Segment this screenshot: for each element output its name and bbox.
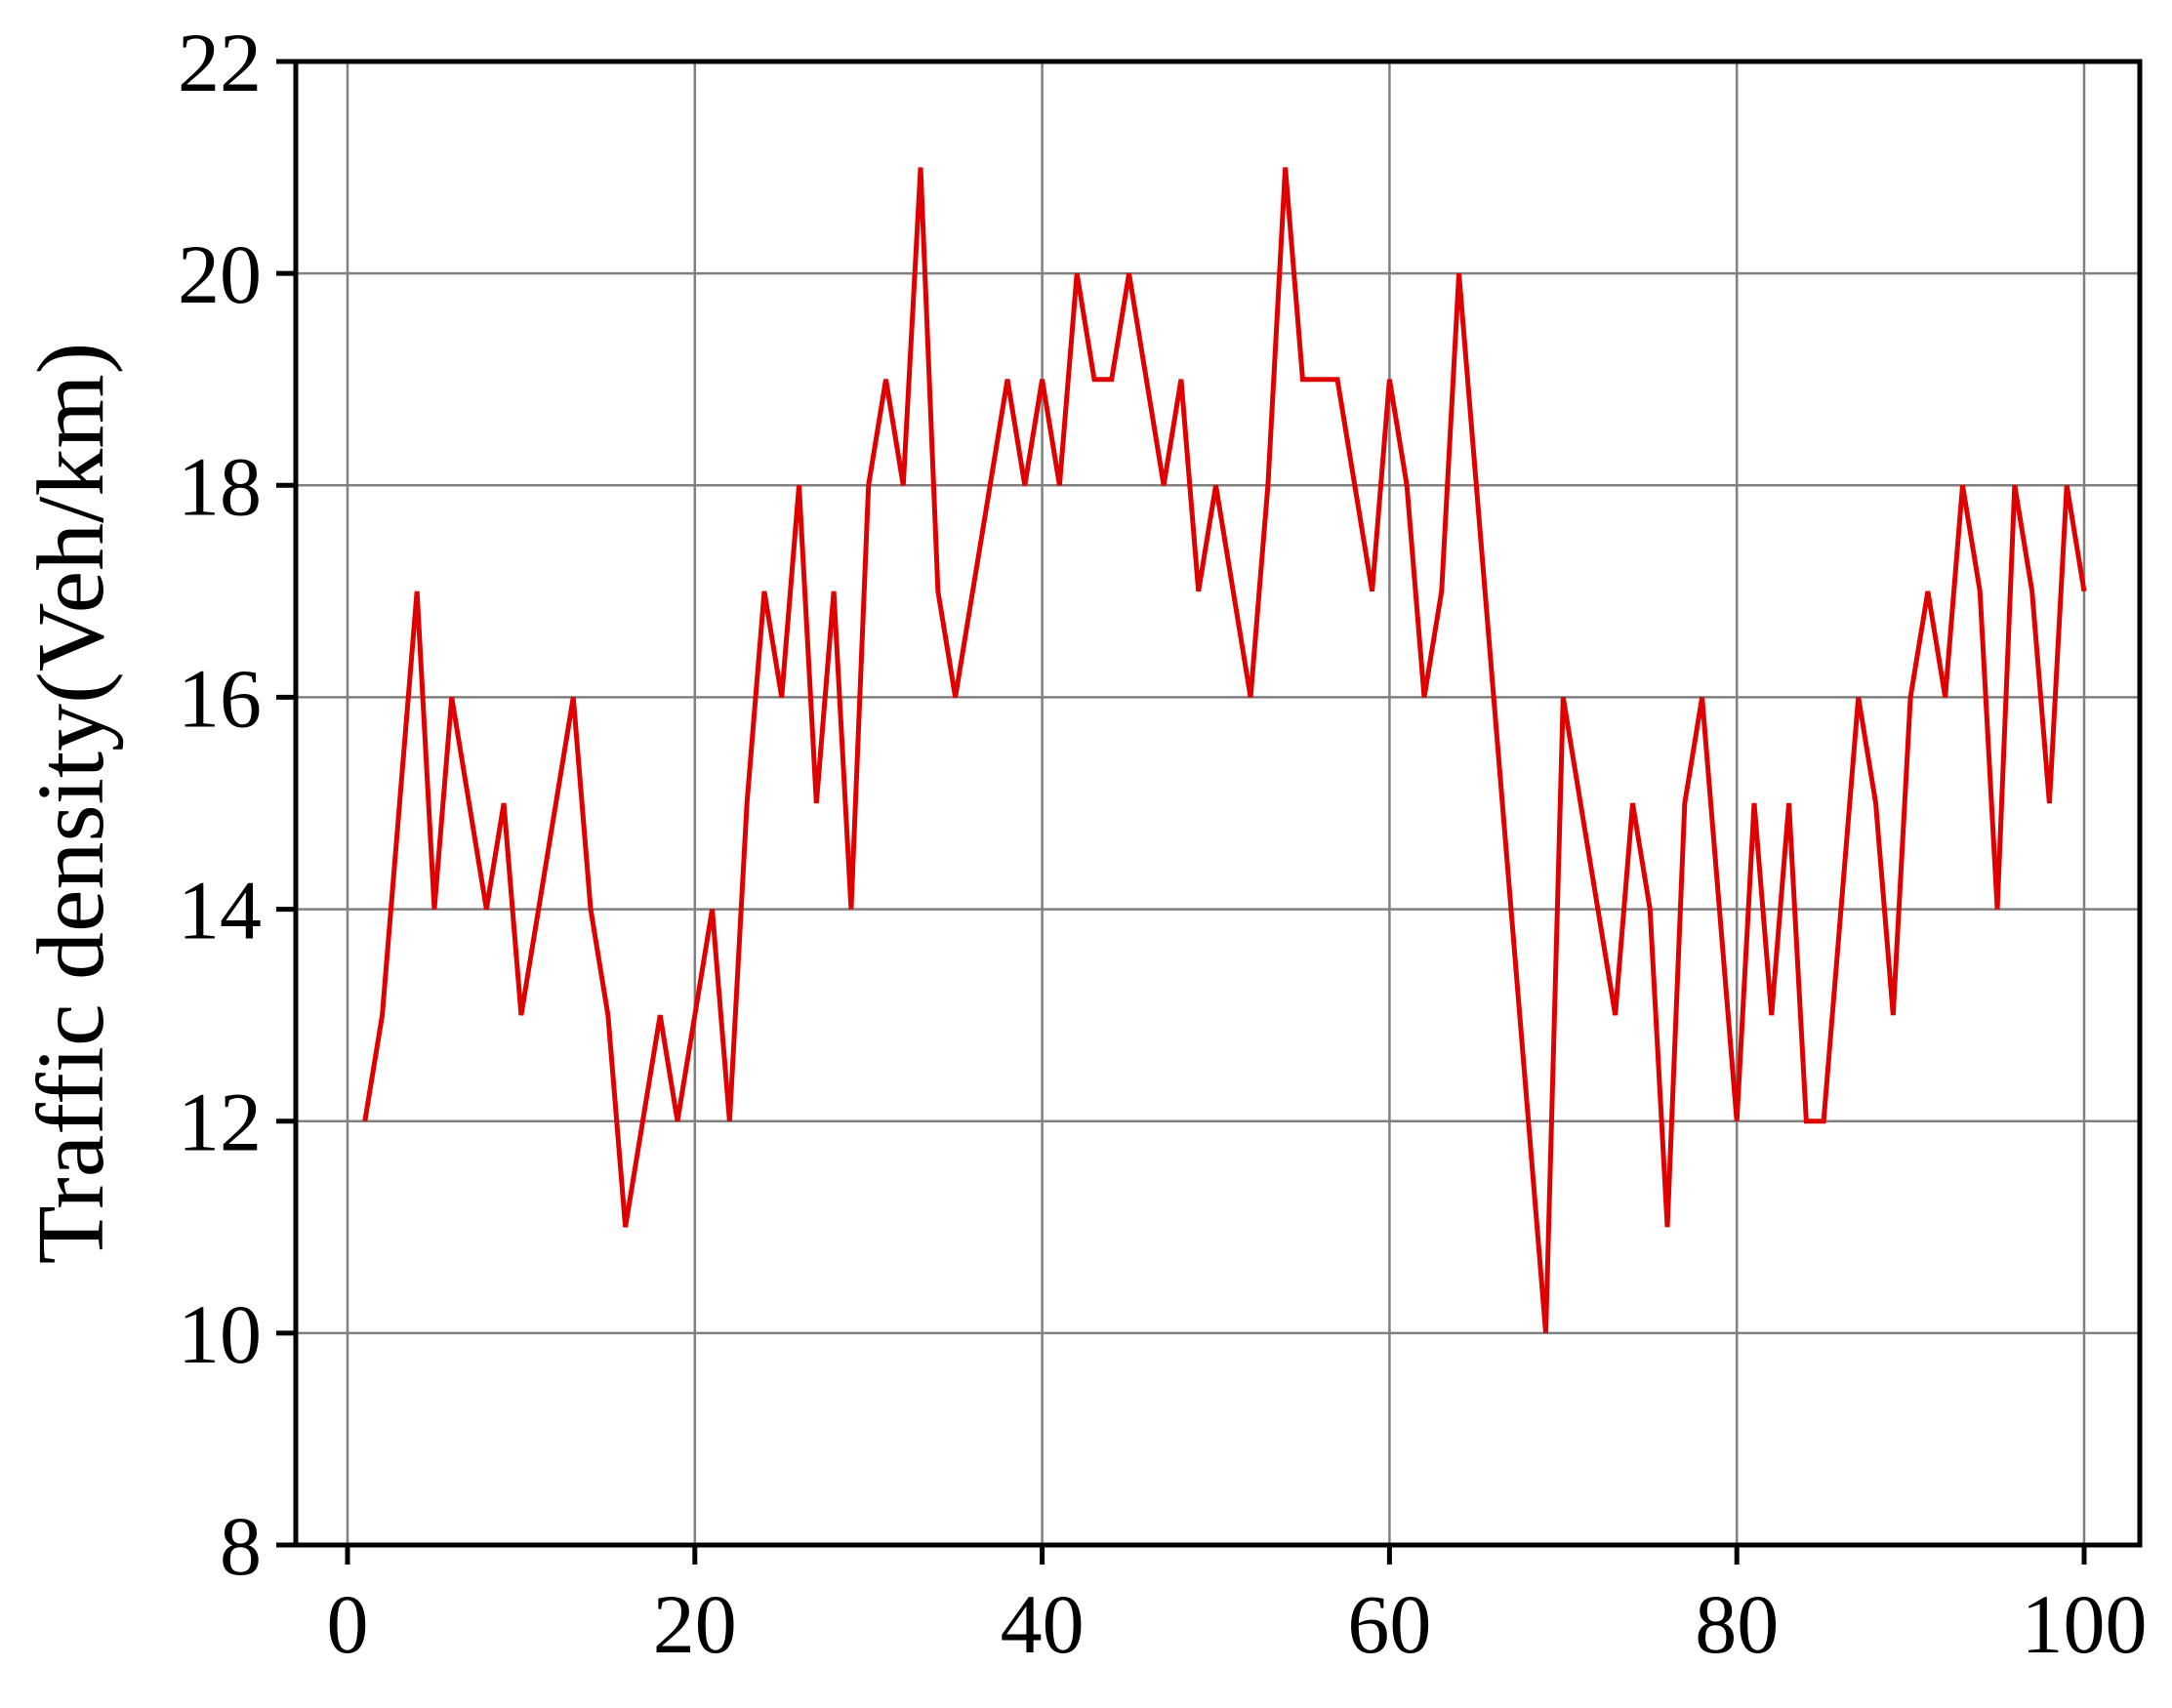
y-tick-label: 22 [178,16,262,109]
x-tick-label: 40 [1001,1577,1085,1671]
grid [296,61,2140,1545]
y-axis-label: Traffic density(Veh/km) [19,343,124,1265]
series-line [362,167,2087,1334]
plot-frame [293,59,2143,1548]
x-tick-label: 60 [1347,1577,1431,1671]
x-tick-label: 0 [327,1577,369,1671]
ticks: 0 20 40 60 80 100 8 10 12 14 16 18 20 22 [178,16,2148,1671]
y-tick-label: 12 [178,1076,262,1169]
x-tick-label: 80 [1695,1577,1779,1671]
x-tick-label: 20 [653,1577,737,1671]
series-group [362,167,2087,1334]
y-tick-label: 16 [178,651,262,745]
x-tick-label: 100 [2022,1577,2148,1671]
y-tick-label: 8 [220,1499,262,1593]
y-tick-label: 20 [178,227,262,321]
y-tick-label: 14 [178,864,262,957]
y-tick-label: 10 [178,1287,262,1381]
y-tick-label: 18 [178,439,262,533]
